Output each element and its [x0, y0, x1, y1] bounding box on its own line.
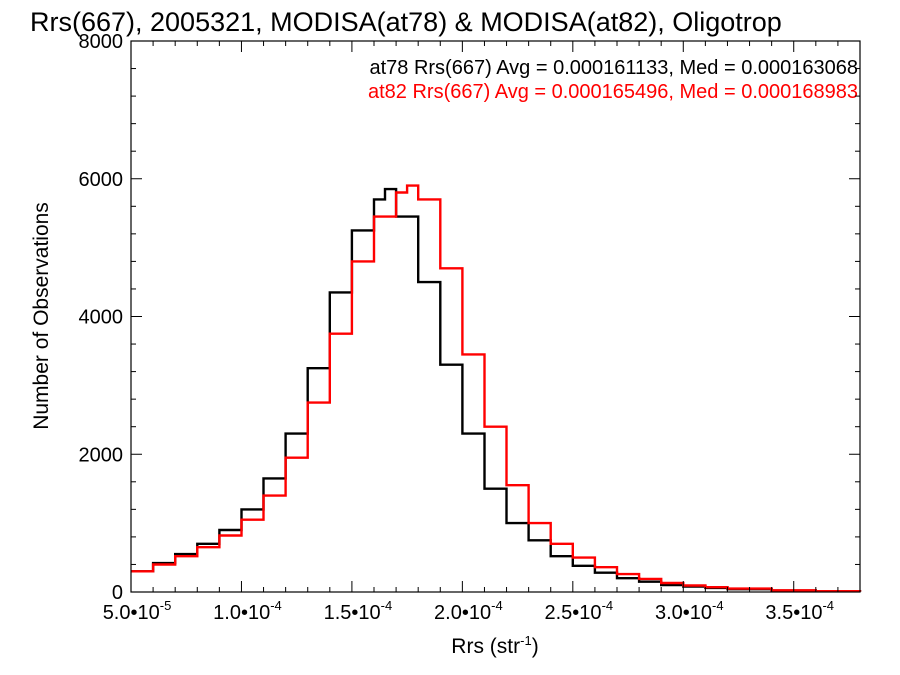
axes-layer: 0 2000 4000 6000 8000 5.0•10-5 1.0•10-4 1.5•10-…: [79, 31, 861, 624]
x-axis-label-close: ): [532, 635, 539, 658]
x-tick-label: 3.5•10-4: [765, 598, 834, 624]
x-axis-label: Rrs (str-1): [451, 633, 538, 658]
chart-title: Rrs(667), 2005321, MODISA(at78) & MODISA…: [30, 7, 782, 37]
x-tick-label: 2.0•10-4: [434, 598, 503, 624]
y-tick-label: 6000: [79, 169, 124, 191]
x-tick-label: 1.5•10-4: [324, 598, 393, 624]
annotation-at78-stats: at78 Rrs(667) Avg = 0.000161133, Med = 0…: [369, 57, 858, 79]
y-tick-label: 2000: [79, 444, 124, 466]
series-layer: [131, 184, 862, 593]
x-tick-label: 1.0•10-4: [213, 598, 282, 624]
x-tick-label: 5.0•10-5: [103, 598, 172, 624]
x-axis-label-sup: -1: [520, 633, 532, 648]
y-tick-label: 4000: [79, 307, 124, 329]
x-tick-label: 3.0•10-4: [655, 598, 724, 624]
x-tick-label: 2.5•10-4: [545, 598, 614, 624]
y-tick-label: 0: [112, 582, 123, 604]
y-tick-label: 8000: [79, 31, 124, 53]
y-axis-label: Number of Observations: [30, 202, 53, 430]
x-axis-label-base: Rrs (str: [451, 635, 520, 658]
series-1-histogram: [131, 184, 862, 593]
annotation-at82-stats: at82 Rrs(667) Avg = 0.000165496, Med = 0…: [368, 81, 858, 103]
